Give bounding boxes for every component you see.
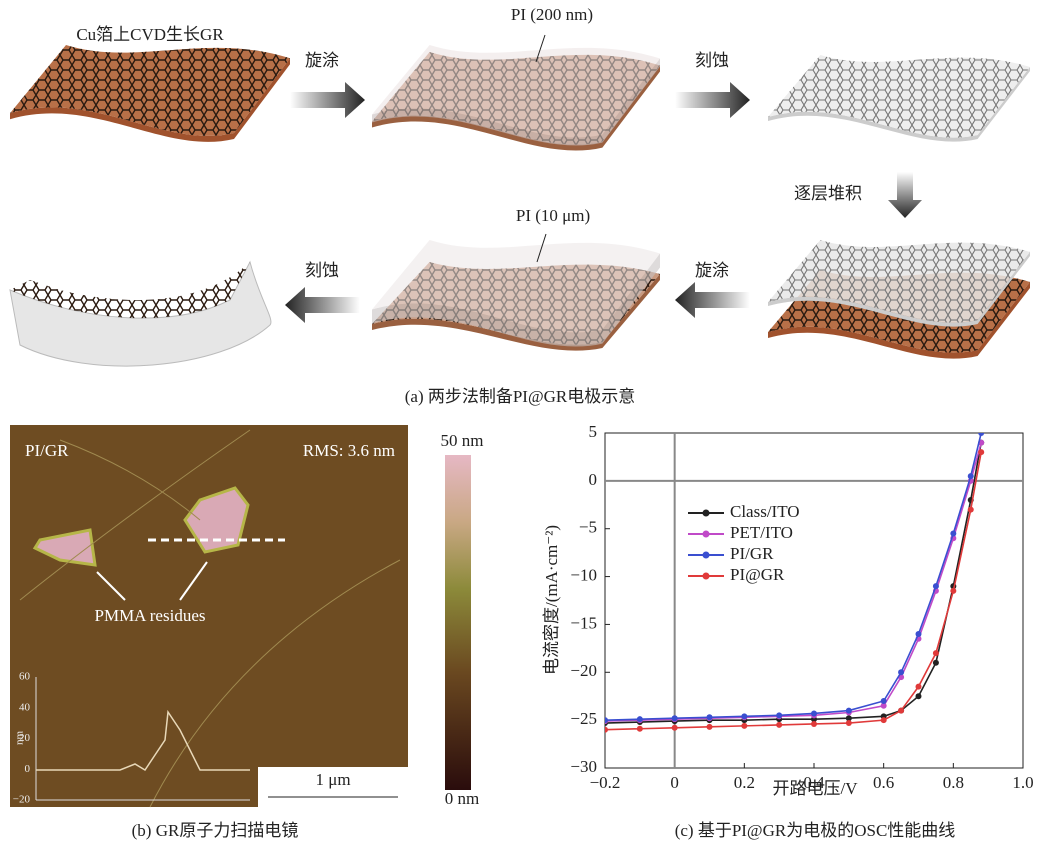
sample-label: PI/GR — [25, 441, 69, 460]
afm-background — [10, 425, 408, 807]
legend-marker — [703, 552, 710, 559]
y-tick-label: −15 — [570, 613, 597, 632]
annotation: PMMA residues — [95, 606, 206, 625]
series-line — [605, 433, 981, 720]
data-point — [672, 725, 678, 731]
legend-label: PI/GR — [730, 544, 774, 563]
data-point — [916, 631, 922, 637]
arrow — [285, 287, 360, 323]
data-point — [602, 717, 608, 723]
inset-tick-label: 20 — [19, 732, 31, 744]
data-point — [933, 650, 939, 656]
legend-marker — [703, 510, 710, 517]
data-point — [741, 723, 747, 729]
data-point — [602, 727, 608, 733]
data-point — [637, 716, 643, 722]
graphene — [768, 55, 1030, 138]
data-point — [846, 708, 852, 714]
series-line — [605, 452, 981, 730]
x-tick-label: 0.8 — [943, 773, 964, 792]
data-point — [916, 693, 922, 699]
data-point — [776, 722, 782, 728]
rms-label: RMS: 3.6 nm — [303, 441, 395, 460]
y-tick-label: 5 — [589, 422, 598, 441]
label: 旋涂 — [695, 261, 729, 280]
y-tick-label: −10 — [570, 565, 597, 584]
caption: (b) GR原子力扫描电镜 — [132, 821, 299, 840]
data-point — [950, 531, 956, 537]
x-tick-label: 0 — [670, 773, 679, 792]
data-point — [637, 726, 643, 732]
caption: (a) 两步法制备PI@GR电极示意 — [405, 387, 636, 406]
arrow — [675, 282, 750, 318]
inset-tick-label: 60 — [19, 671, 31, 683]
data-point — [978, 430, 984, 436]
data-point — [707, 714, 713, 720]
y-tick-label: −20 — [570, 661, 597, 680]
arrow — [290, 82, 365, 118]
data-point — [846, 720, 852, 726]
series-line — [605, 443, 981, 722]
series-line — [605, 443, 981, 723]
data-point — [672, 715, 678, 721]
label: PI (10 μm) — [516, 206, 590, 225]
legend-label: PI@GR — [730, 565, 785, 584]
y-axis-label: 电流密度/(mA·cm⁻²) — [542, 525, 561, 675]
data-point — [776, 712, 782, 718]
data-point — [741, 713, 747, 719]
data-point — [933, 583, 939, 589]
data-point — [811, 721, 817, 727]
y-tick-label: −30 — [570, 757, 597, 776]
data-point — [916, 684, 922, 690]
figure: Cu箔上CVD生长GR 旋涂 PI (200 nm) 刻蚀 逐层堆积 PI (1… — [0, 0, 1039, 852]
label: 刻蚀 — [695, 51, 729, 70]
arrow — [888, 172, 922, 218]
x-tick-label: 0.6 — [873, 773, 894, 792]
legend-label: PET/ITO — [730, 523, 793, 542]
inset-tick-label: −20 — [13, 794, 31, 806]
plot-area — [602, 430, 984, 733]
legend-label: Class/ITO — [730, 502, 800, 521]
inset-tick-label: 0 — [25, 763, 31, 775]
data-point — [707, 724, 713, 730]
graphene — [10, 45, 290, 136]
afm-image — [10, 425, 471, 807]
x-tick-label: 1.0 — [1012, 773, 1033, 792]
y-tick-label: −25 — [570, 709, 597, 728]
data-point — [968, 507, 974, 513]
label: PI (200 nm) — [511, 5, 593, 24]
data-point — [978, 449, 984, 455]
data-point — [950, 588, 956, 594]
arrow — [675, 82, 750, 118]
data-point — [968, 473, 974, 479]
x-tick-label: 0.2 — [734, 773, 755, 792]
data-point — [933, 660, 939, 666]
x-axis-label: 开路电压/V — [773, 779, 859, 798]
caption: (c) 基于PI@GR为电极的OSC性能曲线 — [675, 821, 956, 840]
data-point — [811, 710, 817, 716]
scale-label: 1 μm — [315, 770, 350, 789]
data-point — [881, 698, 887, 704]
y-tick-label: 0 — [589, 470, 598, 489]
label: 逐层堆积 — [794, 184, 862, 203]
y-tick-label: −5 — [579, 518, 597, 537]
data-point — [898, 708, 904, 714]
colorbar-min: 0 nm — [445, 789, 479, 808]
label: 旋涂 — [305, 51, 339, 70]
colorbar — [445, 455, 471, 790]
legend-marker — [703, 531, 710, 538]
label: 刻蚀 — [305, 261, 339, 280]
label: Cu箔上CVD生长GR — [76, 25, 224, 44]
inset-tick-label: 40 — [19, 701, 31, 713]
data-point — [898, 669, 904, 675]
legend-marker — [703, 573, 710, 580]
data-point — [881, 717, 887, 723]
colorbar-max: 50 nm — [441, 431, 484, 450]
